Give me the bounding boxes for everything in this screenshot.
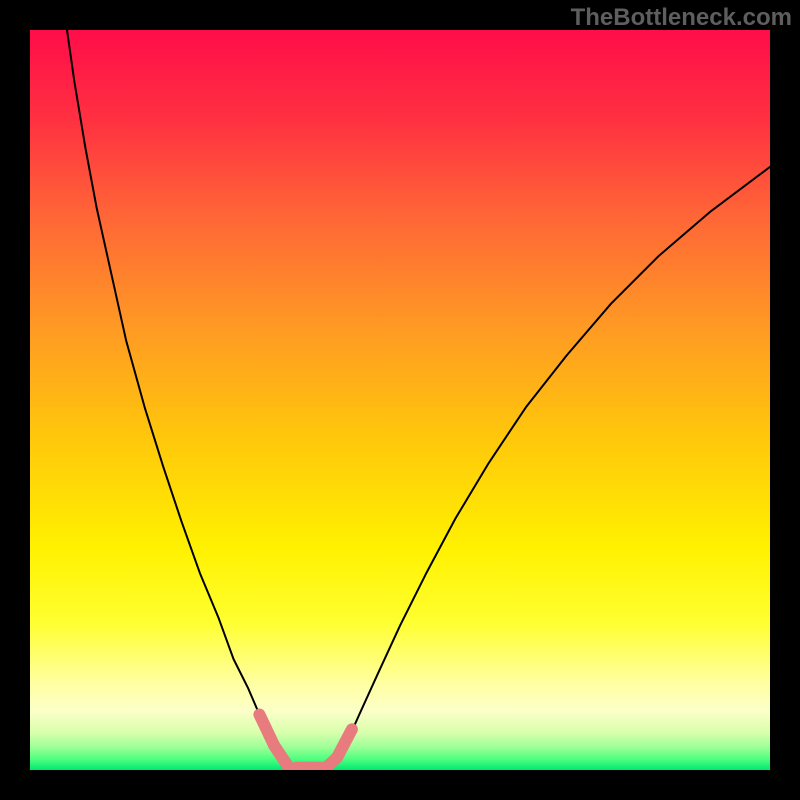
plot-background [30, 30, 770, 770]
plot-svg [30, 30, 770, 770]
chart-container: TheBottleneck.com [0, 0, 800, 800]
watermark-text: TheBottleneck.com [571, 4, 792, 32]
plot-area [30, 30, 770, 770]
